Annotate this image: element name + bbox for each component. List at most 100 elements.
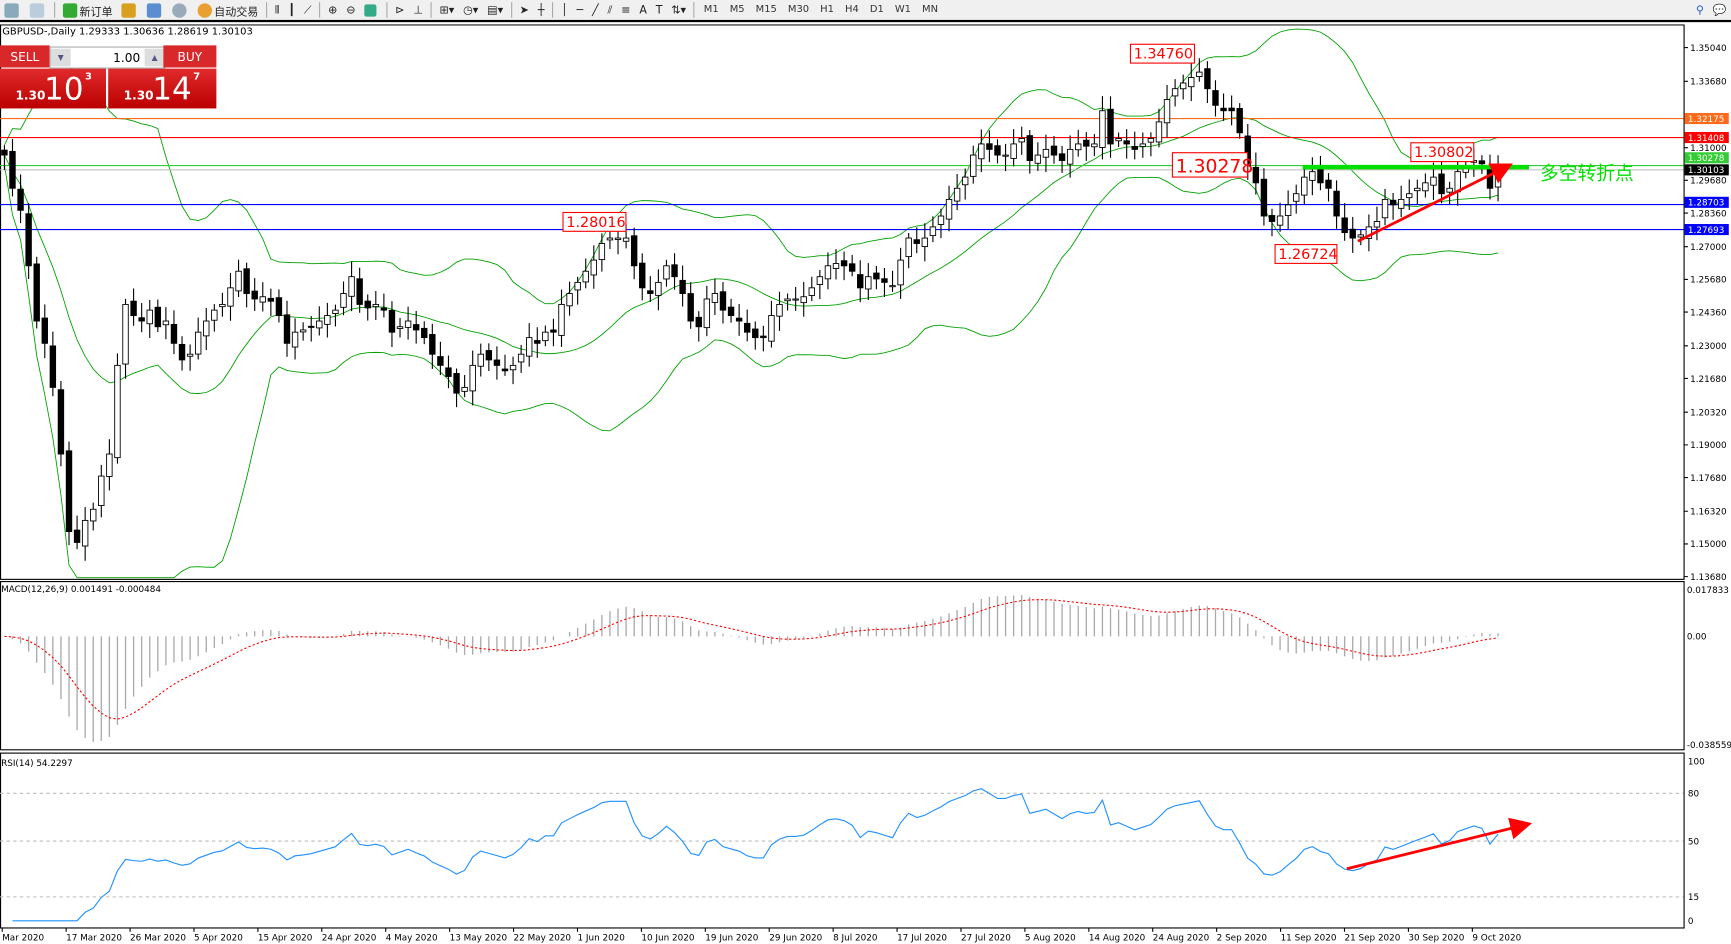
timeframe-h4[interactable]: H4 <box>844 4 859 16</box>
date-label: 26 Mar 2020 <box>130 934 186 944</box>
candle <box>364 294 371 321</box>
cursor-icon[interactable]: ➤ <box>519 3 529 17</box>
candle-body <box>816 276 824 285</box>
arrows-icon[interactable]: ⇅▾ <box>671 3 687 17</box>
autoscroll-icon[interactable]: ⊳ <box>395 3 405 17</box>
candle-body <box>81 519 89 547</box>
candle <box>1042 134 1050 173</box>
candle-body <box>356 278 363 305</box>
channel-icon[interactable]: ⫽ <box>607 3 613 17</box>
candle <box>606 230 614 250</box>
candle-body <box>994 145 1001 156</box>
buy-button[interactable]: BUY <box>163 45 217 68</box>
search-icon[interactable]: ⚲ <box>1695 3 1704 17</box>
trendline-icon[interactable]: ╱ <box>591 3 599 17</box>
crosshair-icon[interactable]: ┼ <box>537 3 545 17</box>
macd-axis-zero: 0.00 <box>1687 633 1707 643</box>
zoom-out-icon[interactable]: ⊖ <box>346 3 356 17</box>
chart-area[interactable]: 1.35040 1.33680 1.31000 1.29680 1.28360 1.270… <box>0 24 1731 944</box>
bar-chart-icon[interactable]: ⫴ <box>274 3 280 17</box>
timeframe-h1[interactable]: H1 <box>820 4 834 16</box>
buy-price-big: 14 <box>152 70 192 108</box>
macd-panel-border <box>0 581 1685 751</box>
decrease-lot-icon[interactable]: ▼ <box>50 48 71 67</box>
date-label: 5 Apr 2020 <box>194 934 243 944</box>
text-icon[interactable]: A <box>639 3 647 17</box>
timeframe-m30[interactable]: M30 <box>787 4 810 16</box>
templates-icon[interactable]: ▤▾ <box>487 3 504 17</box>
candle-body <box>275 297 283 317</box>
zoom-chart-button[interactable] <box>25 1 50 19</box>
candle <box>727 298 735 323</box>
timeframe-m5[interactable]: M5 <box>729 4 745 16</box>
candle-body <box>792 298 799 301</box>
date-label: 4 May 2020 <box>386 934 438 944</box>
candle <box>90 502 97 531</box>
sell-button[interactable]: SELL <box>0 45 50 68</box>
candle-body <box>1099 110 1106 148</box>
candle <box>1131 131 1138 160</box>
candle-body <box>808 287 815 296</box>
rsi-trend-arrow <box>1346 817 1533 871</box>
date-label: 2 Sep 2020 <box>1217 934 1268 944</box>
indicators-icon[interactable]: ⊞▾ <box>439 3 455 17</box>
candle-body <box>372 303 380 308</box>
price-tag <box>1684 113 1729 125</box>
cloud-button[interactable] <box>142 1 167 19</box>
price-axis-label: 1.16320 <box>1690 508 1727 518</box>
candlestick-icon[interactable]: ┃ <box>288 3 296 17</box>
candle-body <box>840 260 848 267</box>
periods-icon[interactable]: ◷▾ <box>463 3 479 17</box>
timeframe-m15[interactable]: M15 <box>755 4 777 16</box>
timeframe-w1[interactable]: W1 <box>894 4 911 16</box>
candle-body <box>404 320 412 328</box>
candle-body <box>953 187 961 202</box>
candle <box>461 375 468 398</box>
candle-body <box>1050 145 1058 156</box>
lot-size-stepper[interactable]: ▼ 1.00 ▲ <box>49 46 166 69</box>
new-chart-button[interactable] <box>0 1 25 19</box>
sell-price[interactable]: 1.30 10 3 <box>0 68 106 109</box>
auto-trading-button[interactable]: 自动交易 <box>193 1 263 19</box>
candle <box>526 323 533 367</box>
candle-body <box>1486 166 1494 189</box>
metaeditor-button[interactable] <box>117 1 142 19</box>
price-axis-label: 1.21680 <box>1690 375 1727 385</box>
timeframe-d1[interactable]: D1 <box>869 4 884 16</box>
rsi-axis-label: 15 <box>1688 893 1699 903</box>
fibonacci-icon[interactable]: ≡ <box>621 3 631 17</box>
candle-body <box>1066 148 1074 165</box>
lot-size-input[interactable]: 1.00 <box>113 50 141 65</box>
candle <box>695 311 702 342</box>
line-chart-icon[interactable]: ⟋ <box>303 3 312 17</box>
candle-body <box>421 327 428 339</box>
increase-lot-icon[interactable]: ▲ <box>144 48 165 67</box>
candle-body <box>865 276 872 290</box>
candle-body <box>90 508 97 522</box>
chat-icon[interactable]: 💬 <box>1712 3 1727 17</box>
candle <box>1034 142 1042 171</box>
text-label-icon[interactable]: T <box>655 3 663 17</box>
candle-body <box>727 306 735 317</box>
zoom-in-icon[interactable]: ⊕ <box>328 3 338 17</box>
candle-body <box>1357 234 1365 238</box>
tile-windows-icon[interactable] <box>360 1 383 19</box>
new-order-button[interactable]: 新订单 <box>59 1 118 19</box>
vertical-line-icon[interactable]: │ <box>560 3 568 17</box>
timeframe-mn[interactable]: MN <box>922 4 939 16</box>
price-axis-label: 1.13680 <box>1690 573 1727 583</box>
candle <box>905 232 912 269</box>
candle <box>1478 155 1486 174</box>
timeframe-m1[interactable]: M1 <box>703 4 719 16</box>
buy-price[interactable]: 1.30 14 7 <box>108 68 217 109</box>
candle <box>1276 202 1284 232</box>
candle <box>1026 130 1033 174</box>
new-order-icon <box>62 2 78 18</box>
candle <box>49 331 57 397</box>
chart-shift-icon[interactable]: ⊥ <box>413 3 423 17</box>
horizontal-line-icon[interactable]: ─ <box>576 3 584 17</box>
signal-button[interactable] <box>168 1 193 19</box>
price-tag <box>1684 164 1729 176</box>
price-axis-label: 1.23000 <box>1690 342 1727 352</box>
rsi-axis-label: 100 <box>1688 758 1705 768</box>
